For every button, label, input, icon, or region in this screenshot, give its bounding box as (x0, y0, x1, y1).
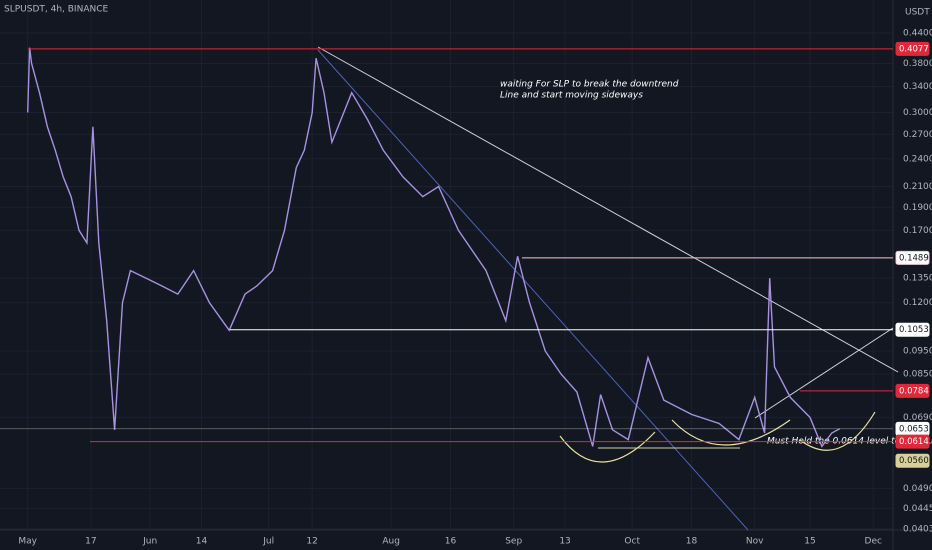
trend-line (754, 327, 894, 419)
x-tick-label: Sep (505, 537, 522, 547)
annotation: waiting For SLP to break the downtrend (500, 80, 679, 90)
x-tick-label: May (18, 537, 37, 547)
x-tick-label: Jun (142, 537, 157, 547)
y-tick-label: 0.1200 (903, 298, 932, 308)
trend-line (317, 46, 899, 373)
y-tick-label: 0.0690 (903, 413, 932, 423)
y-tick-label: 0.1700 (903, 226, 932, 236)
curve (559, 431, 656, 463)
price-label-box (895, 41, 930, 56)
y-tick-label: 0.0850 (903, 370, 932, 380)
y-tick-label: 0.3400 (903, 82, 932, 92)
y-tick-label: 0.0403 (903, 524, 932, 534)
y-tick-label: 0.2700 (903, 130, 932, 140)
y-tick-label: 0.3800 (903, 59, 932, 69)
y-tick-label: 0.1900 (903, 203, 932, 213)
price-label: 0.1489 (899, 253, 929, 263)
price-label: 0.0560 (899, 456, 929, 466)
curve (799, 411, 876, 451)
price-label: 0.1053 (899, 325, 929, 335)
y-tick-label: 0.0950 (903, 347, 932, 357)
y-tick-label: 0.1350 (903, 274, 932, 284)
x-tick-label: Aug (382, 537, 400, 547)
y-tick-label: 0.3000 (903, 108, 932, 118)
x-tick-label: 14 (196, 537, 208, 547)
y-tick-label: 0.2100 (903, 182, 932, 192)
price-label-box (895, 383, 930, 398)
annotation: Line and start moving sideways (500, 91, 643, 101)
trend-line (317, 49, 749, 531)
x-tick-label: 18 (686, 537, 698, 547)
price-label: 0.4077 (899, 44, 929, 54)
price-line (27, 47, 841, 448)
y-tick-label: 0.4400 (903, 29, 932, 39)
y-tick-label: 0.2400 (903, 154, 932, 164)
x-tick-label: Nov (746, 537, 764, 547)
x-tick-label: Dec (865, 537, 882, 547)
curve (671, 419, 791, 446)
price-label-box (895, 250, 930, 265)
price-label: 0.0614 (899, 437, 929, 447)
price-label: 0.0653 (899, 424, 929, 434)
currency: USDT (905, 8, 930, 18)
price-label-box (895, 434, 930, 449)
x-tick-label: 12 (306, 537, 317, 547)
x-tick-label: 13 (559, 537, 570, 547)
price-label-box (895, 322, 930, 337)
x-tick-label: 17 (85, 537, 96, 547)
y-tick-label: 0.0490 (903, 484, 932, 494)
drawings (317, 46, 899, 531)
x-tick-label: Jul (262, 537, 274, 547)
x-tick-label: 15 (804, 537, 815, 547)
x-tick-label: 16 (445, 537, 457, 547)
y-tick-label: 0.0445 (903, 504, 932, 514)
price-label: 0.0784 (899, 386, 929, 396)
price-label-box (895, 453, 930, 468)
x-tick-label: Oct (624, 537, 640, 547)
chart-title: SLPUSDT, 4h, BINANCE (4, 5, 108, 15)
